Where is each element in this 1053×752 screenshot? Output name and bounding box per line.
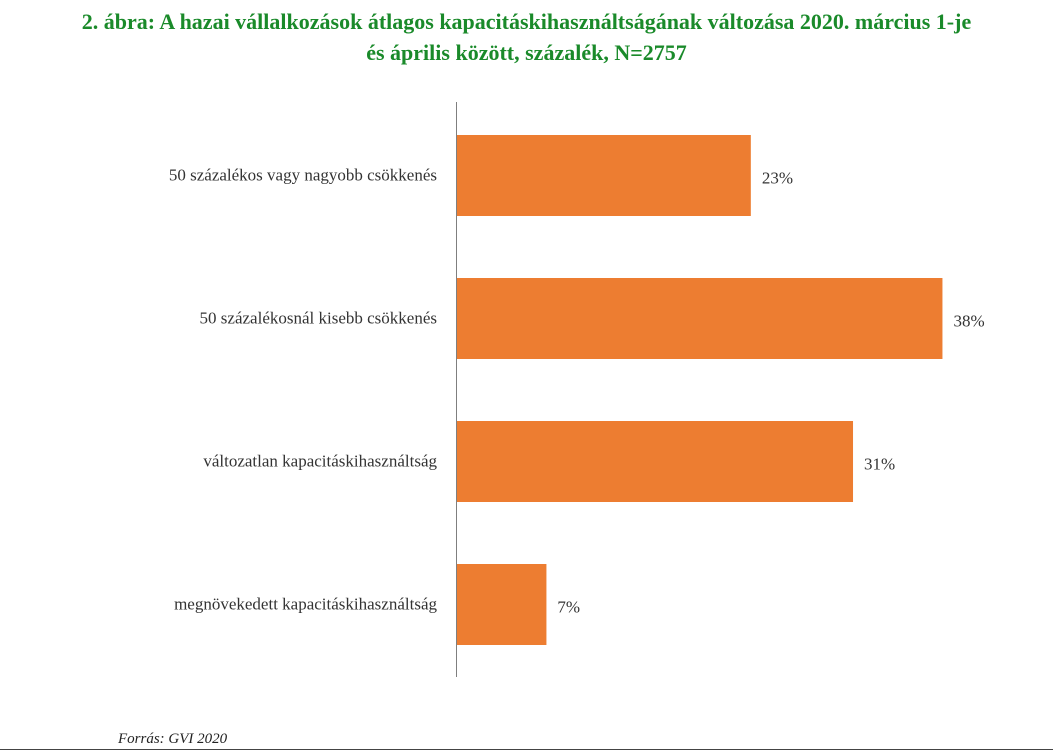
category-label-1: 50 százalékos vagy nagyobb csökkenés [169, 166, 437, 185]
category-label-3: változatlan kapacitáskihasználtság [203, 452, 437, 471]
source-note: Forrás: GVI 2020 [118, 731, 228, 747]
category-label-2: 50 százalékosnál kisebb csökkenés [200, 309, 437, 328]
bottom-divider [0, 749, 1053, 750]
chart-title-line-1: 2. ábra: A hazai vállalkozások átlagos k… [81, 9, 972, 34]
bars-layer: 50 százalékos vagy nagyobb csökkenés 23% 5… [169, 135, 985, 645]
bar-3 [457, 421, 854, 502]
value-label-2: 38% [953, 312, 984, 331]
value-label-1: 23% [762, 169, 793, 188]
bar-4 [457, 564, 547, 645]
category-label-4: megnövekedett kapacitáskihasználtság [174, 595, 437, 614]
bar-2 [457, 278, 943, 359]
chart-title-line-2: és április között, százalék, N=2757 [366, 40, 687, 65]
value-label-4: 7% [557, 598, 580, 617]
chart-title: 2. ábra: A hazai vállalkozások átlagos k… [0, 6, 1053, 68]
bar-1 [457, 135, 751, 216]
value-label-3: 31% [864, 455, 895, 474]
